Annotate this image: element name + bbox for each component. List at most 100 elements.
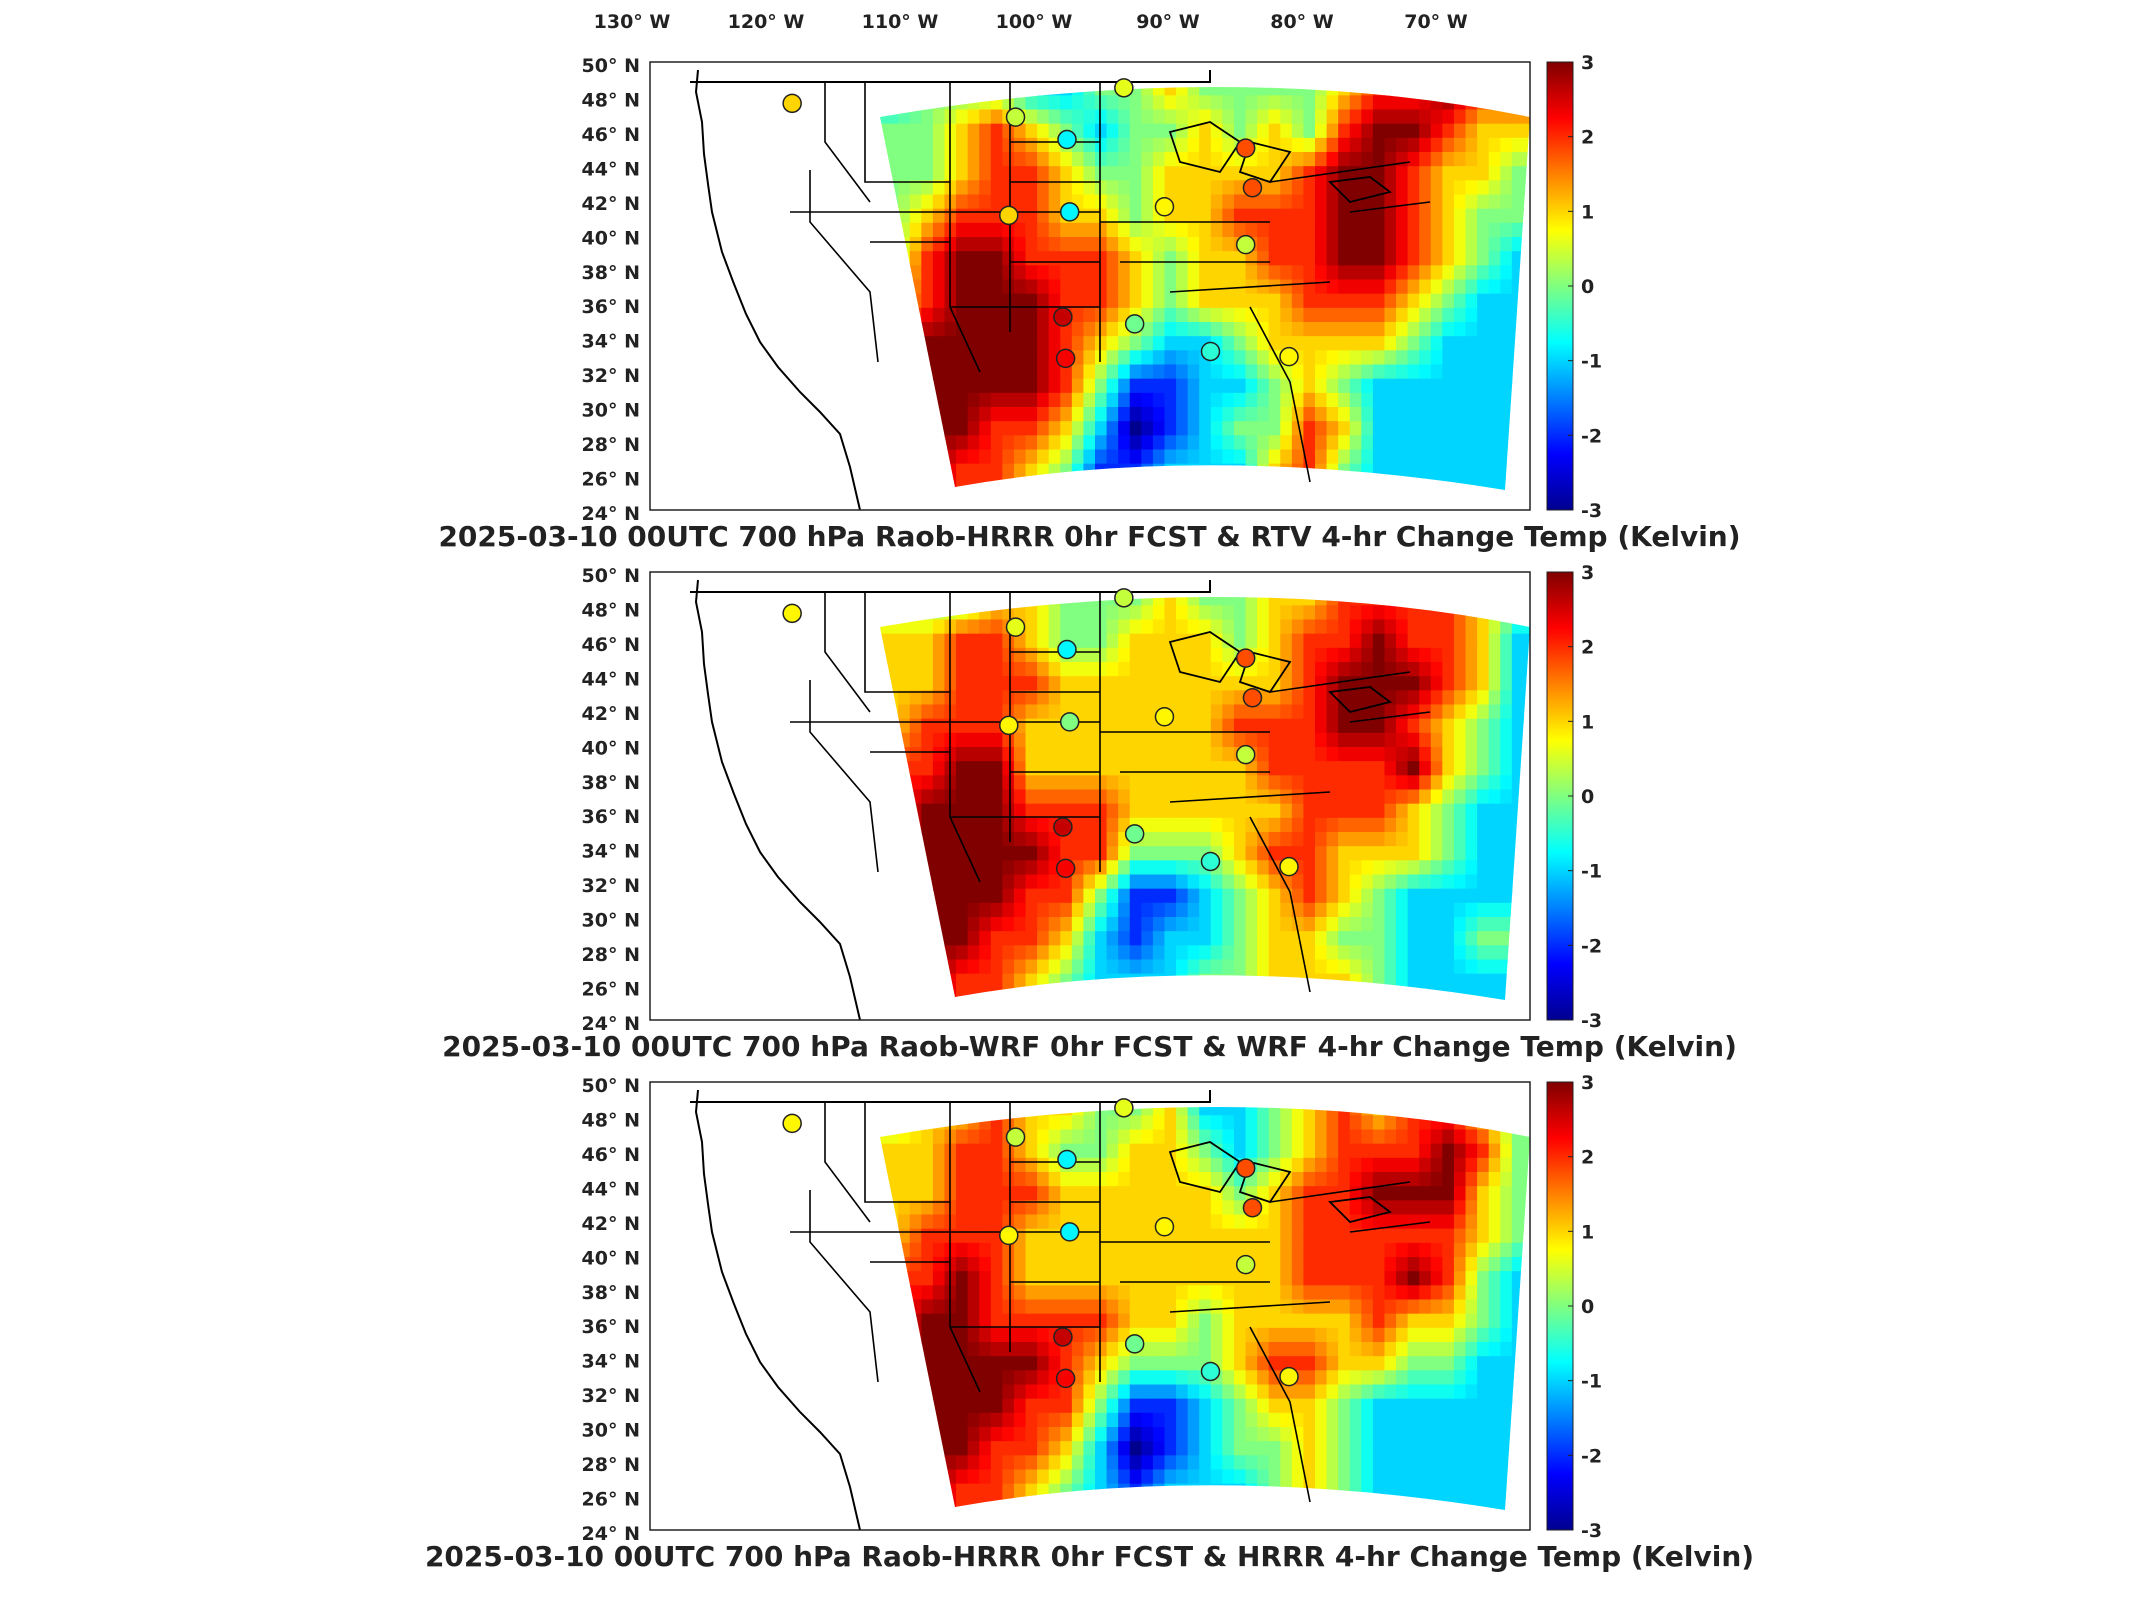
field-cell (1384, 265, 1397, 281)
field-cell (1060, 761, 1073, 776)
field-cell (1419, 1143, 1432, 1159)
field-cell (1488, 860, 1501, 876)
field-cell (967, 1200, 980, 1216)
field-cell (1430, 619, 1443, 635)
field-cell (1268, 917, 1281, 932)
field-cell (1129, 109, 1142, 125)
field-cell (1488, 137, 1501, 153)
field-cell (1477, 1299, 1490, 1315)
field-cell (909, 647, 922, 663)
field-cell (1465, 817, 1478, 833)
field-cell (1245, 931, 1258, 946)
field-cell (1361, 633, 1374, 649)
field-cell (1419, 407, 1432, 422)
field-cell (1187, 662, 1200, 677)
field-cell (1199, 237, 1212, 252)
field-cell (1025, 1242, 1038, 1258)
field-cell (1477, 350, 1490, 366)
field-cell (1037, 605, 1050, 621)
field-cell (1453, 832, 1467, 847)
field-cell (1303, 1398, 1316, 1414)
colorbar-tick-label: -1 (1581, 861, 1602, 883)
field-cell (1326, 1384, 1339, 1400)
field-cell (967, 1257, 980, 1272)
field-cell (1465, 407, 1478, 422)
field-cell (932, 1186, 946, 1201)
field-cell (1372, 293, 1386, 309)
field-cell (1210, 407, 1223, 422)
field-cell (1222, 137, 1235, 153)
field-cell (1083, 1327, 1096, 1343)
field-cell (932, 1285, 946, 1301)
field-cell (1129, 931, 1142, 946)
field-cell (1315, 647, 1328, 663)
field-cell (1083, 307, 1096, 323)
field-cell (1349, 1285, 1362, 1301)
field-cell (1152, 846, 1166, 861)
field-cell (1372, 222, 1386, 238)
field-cell (1257, 251, 1270, 266)
field-cell (1430, 718, 1443, 734)
field-cell (1210, 902, 1223, 918)
field-cell (1396, 761, 1409, 776)
field-cell (1257, 378, 1270, 394)
field-cell (967, 775, 980, 791)
field-cell (1233, 931, 1247, 946)
field-cell (1210, 1398, 1223, 1414)
field-cell (1280, 1228, 1293, 1244)
field-cell (1233, 1143, 1247, 1159)
field-cell (1349, 1200, 1362, 1216)
field-cell (1152, 817, 1166, 833)
field-cell (1361, 279, 1374, 295)
field-cell (1199, 789, 1212, 805)
colorbar-tick-label: 2 (1581, 127, 1594, 149)
field-cell (1372, 1242, 1386, 1258)
field-cell (1083, 1242, 1096, 1258)
field-cell (1315, 902, 1328, 918)
field-cell (1210, 392, 1223, 408)
field-cell (979, 279, 992, 295)
field-cell (1291, 633, 1305, 649)
field-cell (1361, 364, 1374, 380)
field-cell (1071, 789, 1085, 805)
field-cell (1060, 237, 1073, 252)
field-cell (1083, 364, 1096, 380)
field-cell (898, 1157, 911, 1173)
field-cell (1164, 378, 1177, 394)
field-cell (1303, 1412, 1316, 1428)
field-cell (1210, 293, 1223, 309)
field-cell (979, 718, 992, 734)
field-cell (1187, 959, 1200, 975)
field-cell (1013, 293, 1027, 309)
station-marker (1242, 688, 1263, 708)
field-cell (1199, 775, 1212, 791)
field-cell (1083, 718, 1096, 734)
field-cell (1187, 1412, 1200, 1428)
field-cell (1222, 803, 1235, 819)
field-cell (1442, 265, 1455, 281)
field-cell (1303, 322, 1316, 337)
field-cell (1268, 208, 1281, 224)
field-cell (1326, 597, 1339, 606)
field-cell (1037, 1271, 1050, 1286)
field-cell (1037, 747, 1050, 762)
field-cell (1060, 789, 1073, 805)
field-cell (1176, 1186, 1189, 1201)
field-cell (1141, 1242, 1154, 1258)
field-cell (1013, 152, 1027, 167)
field-cell (1291, 917, 1305, 932)
field-cell (909, 1200, 922, 1216)
field-cell (1453, 407, 1467, 422)
field-cell (1222, 1200, 1235, 1216)
field-cell (921, 1257, 934, 1272)
field-cell (1152, 279, 1166, 295)
field-cell (1442, 1143, 1455, 1159)
field-cell (1083, 293, 1096, 309)
field-cell (1326, 832, 1339, 847)
field-cell (1268, 1115, 1281, 1131)
field-cell (1083, 194, 1096, 210)
field-cell (1315, 392, 1328, 408)
field-cell (1315, 747, 1328, 762)
field-cell (1257, 662, 1270, 677)
field-cell (1141, 888, 1154, 904)
